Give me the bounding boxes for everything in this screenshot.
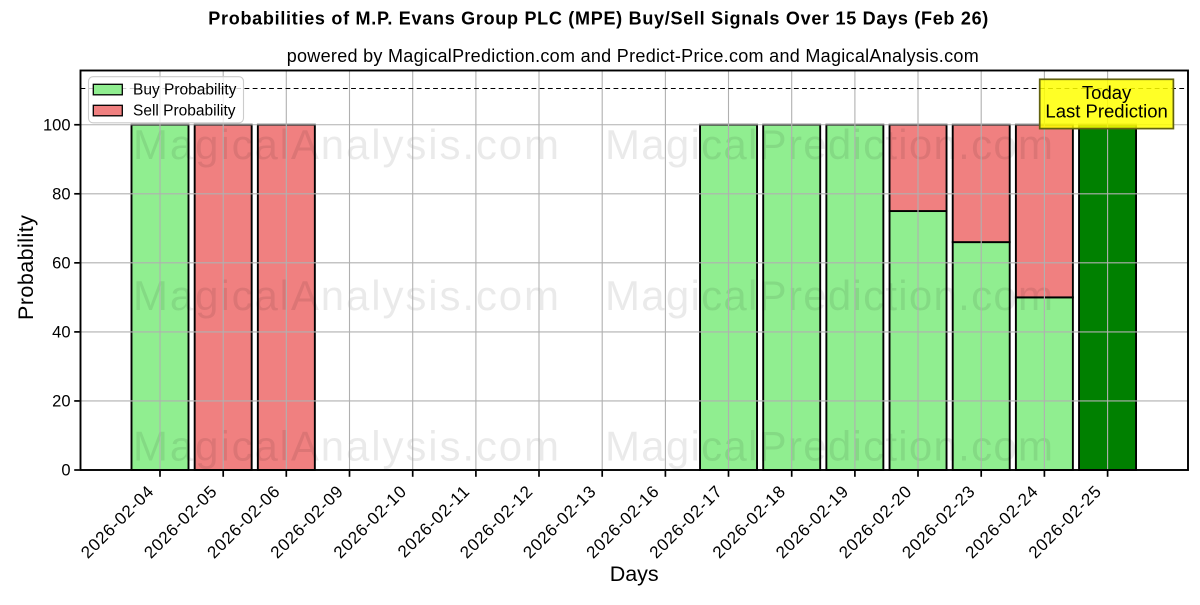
svg-text:60: 60 bbox=[52, 255, 70, 273]
svg-text:MagicalAnalysis.com: MagicalAnalysis.com bbox=[133, 272, 559, 319]
svg-text:80: 80 bbox=[52, 186, 70, 204]
svg-text:40: 40 bbox=[52, 324, 70, 342]
svg-text:100: 100 bbox=[43, 116, 71, 134]
svg-text:Last Prediction: Last Prediction bbox=[1045, 101, 1167, 122]
svg-text:Probabilities of M.P. Evans Gr: Probabilities of M.P. Evans Group PLC (M… bbox=[208, 9, 988, 29]
svg-text:MagicalPrediction.com: MagicalPrediction.com bbox=[605, 272, 1053, 319]
svg-text:0: 0 bbox=[61, 462, 70, 480]
svg-text:MagicalPrediction.com: MagicalPrediction.com bbox=[605, 423, 1053, 470]
svg-text:Buy Probability: Buy Probability bbox=[133, 81, 237, 98]
svg-text:powered by MagicalPrediction.c: powered by MagicalPrediction.com and Pre… bbox=[287, 46, 979, 66]
svg-text:20: 20 bbox=[52, 393, 70, 411]
svg-text:MagicalAnalysis.com: MagicalAnalysis.com bbox=[133, 423, 559, 470]
svg-text:Days: Days bbox=[610, 562, 659, 586]
svg-text:Sell Probability: Sell Probability bbox=[133, 103, 236, 120]
svg-text:MagicalAnalysis.com: MagicalAnalysis.com bbox=[133, 121, 559, 168]
svg-text:MagicalPrediction.com: MagicalPrediction.com bbox=[605, 121, 1053, 168]
svg-text:Today: Today bbox=[1082, 82, 1132, 103]
svg-text:Probability: Probability bbox=[14, 215, 38, 320]
